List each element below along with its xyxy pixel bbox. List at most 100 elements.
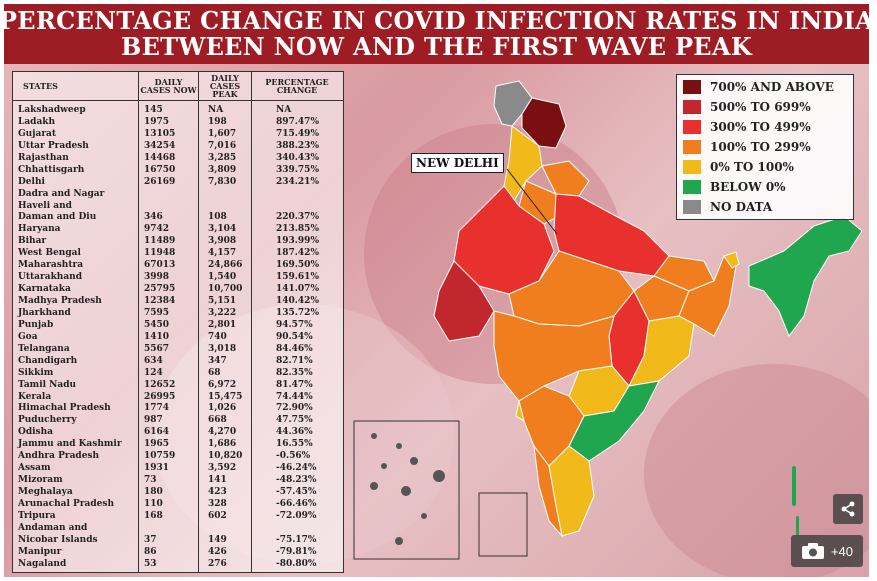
cases-peak-cell: 149 <box>208 534 227 545</box>
cases-peak-cell: 7,830 <box>208 176 237 187</box>
state-cell: Haveli and <box>18 200 72 211</box>
percentage-change-cell: 339.75% <box>276 164 319 175</box>
state-cell: Chandigarh <box>18 355 78 366</box>
percentage-change-cell: 135.72% <box>276 307 319 318</box>
state-cell: Bihar <box>18 236 47 247</box>
cases-peak-cell: 668 <box>208 415 227 426</box>
table-row: Haveli and <box>13 201 343 213</box>
region-goa <box>515 400 525 423</box>
percentage-change-cell: -75.17% <box>276 534 317 545</box>
table-row: Tamil Nadu 12652 6,972 81.47% <box>13 380 343 392</box>
share-icon <box>841 501 855 517</box>
state-cell: Goa <box>18 331 38 342</box>
region-kerala <box>533 444 563 538</box>
cases-peak-cell: NA <box>208 105 224 115</box>
table-row: Manipur 86 426 -79.81% <box>13 547 343 559</box>
cases-peak-cell: 276 <box>208 558 227 569</box>
state-cell: Chhattisgarh <box>18 164 85 175</box>
percentage-change-cell: NA <box>276 105 292 115</box>
camera-icon <box>801 543 824 559</box>
state-cell: Delhi <box>18 176 45 187</box>
region-himachal-punjab <box>503 125 543 202</box>
title-banner: PERCENTAGE CHANGE IN COVID INFECTION RAT… <box>4 4 869 64</box>
cases-peak-cell: 6,972 <box>208 379 237 390</box>
table-row: Jammu and Kashmir 1965 1,686 16.55% <box>13 439 343 451</box>
header-states: STATES <box>13 72 139 100</box>
cases-peak-cell: 3,809 <box>208 164 237 175</box>
legend-swatch <box>683 200 701 214</box>
legend-item: 500% TO 699% <box>683 99 811 115</box>
cases-now-cell: 168 <box>144 510 163 521</box>
cases-now-cell: 9742 <box>144 224 170 235</box>
state-cell: Lakshadweep <box>18 105 86 115</box>
table-body: Lakshadweep 145 NA NA Ladakh 1975 198 897.47% Gu… <box>13 105 343 571</box>
state-cell: Andaman and <box>18 522 88 533</box>
cases-now-cell: 86 <box>144 546 157 557</box>
cases-peak-cell: 24,866 <box>208 260 243 271</box>
cases-peak-cell: 3,908 <box>208 236 237 247</box>
cases-now-cell: 73 <box>144 475 157 486</box>
table-row: Kerala 26995 15,475 74.44% <box>13 392 343 404</box>
share-button[interactable] <box>833 494 863 524</box>
table-row: Dadra and Nagar <box>13 189 343 201</box>
cases-now-cell: 180 <box>144 487 163 497</box>
title-line-1: PERCENTAGE CHANGE IN COVID INFECTION RAT… <box>4 6 869 35</box>
table-row: Chhattisgarh 16750 3,809 339.75% <box>13 165 343 177</box>
percentage-change-cell: 715.49% <box>276 128 319 139</box>
cases-now-cell: 1931 <box>144 463 170 474</box>
legend-swatch <box>683 100 701 114</box>
cases-peak-cell: 10,820 <box>208 451 243 462</box>
table-row: Puducherry 987 668 47.75% <box>13 415 343 427</box>
cases-peak-cell: 1,540 <box>208 272 237 283</box>
cases-peak-cell: 141 <box>208 475 227 486</box>
table-row: Chandigarh 634 347 82.71% <box>13 356 343 368</box>
region-sikkim <box>723 251 740 269</box>
column-divider <box>198 72 199 572</box>
cases-peak-cell: 3,104 <box>208 224 237 235</box>
legend-label: 100% TO 299% <box>710 140 811 154</box>
table-row: Sikkim 124 68 82.35% <box>13 368 343 380</box>
cases-now-cell: 145 <box>144 105 163 115</box>
legend-label: 0% TO 100% <box>710 160 794 174</box>
cases-peak-cell: 3,285 <box>208 152 237 163</box>
table-row: Uttarakhand 3998 1,540 159.61% <box>13 272 343 284</box>
state-cell: Arunachal Pradesh <box>18 498 115 509</box>
cases-peak-cell: 2,801 <box>208 319 237 330</box>
state-cell: Sikkim <box>18 367 54 378</box>
state-cell: Telangana <box>18 343 70 354</box>
cases-now-cell: 3998 <box>144 272 170 283</box>
percentage-change-cell: -0.56% <box>276 451 311 462</box>
percentage-change-cell: 213.85% <box>276 224 319 235</box>
cases-now-cell: 26169 <box>144 176 176 187</box>
cases-peak-cell: 68 <box>208 367 221 378</box>
cases-peak-cell: 3,018 <box>208 343 237 354</box>
percentage-change-cell: 169.50% <box>276 260 319 271</box>
cases-now-cell: 11948 <box>144 248 176 259</box>
state-cell: Madhya Pradesh <box>18 296 102 306</box>
table-row: West Bengal 11948 4,157 187.42% <box>13 248 343 260</box>
cases-peak-cell: 108 <box>208 212 227 223</box>
state-cell: Haryana <box>18 224 61 235</box>
region-gujarat <box>433 260 495 342</box>
percentage-change-cell: 340.43% <box>276 152 319 163</box>
legend-label: 300% TO 499% <box>710 120 811 134</box>
state-cell: Uttarakhand <box>18 272 83 283</box>
state-cell: Nagaland <box>18 558 67 569</box>
photo-gallery-button[interactable]: +40 <box>791 535 863 567</box>
percentage-change-cell: 94.57% <box>276 319 313 330</box>
percentage-change-cell: 159.61% <box>276 272 319 283</box>
table-row: Assam 1931 3,592 -46.24% <box>13 463 343 475</box>
header-daily-cases-peak: DAILY CASES PEAK <box>199 72 252 100</box>
state-cell: Kerala <box>18 391 52 402</box>
legend-label: BELOW 0% <box>710 180 786 194</box>
india-map <box>353 80 863 560</box>
percentage-change-cell: 220.37% <box>276 212 319 223</box>
cases-now-cell: 7595 <box>144 307 170 318</box>
state-cell: Daman and Diu <box>18 212 97 223</box>
callout-line <box>506 168 558 235</box>
cases-now-cell: 1965 <box>144 439 170 450</box>
cases-peak-cell: 3,222 <box>208 307 237 318</box>
state-cell: Tripura <box>18 510 56 521</box>
legend: 700% AND ABOVE 500% TO 699% 300% TO 499% 10… <box>676 74 854 220</box>
percentage-change-cell: 897.47% <box>276 116 319 127</box>
